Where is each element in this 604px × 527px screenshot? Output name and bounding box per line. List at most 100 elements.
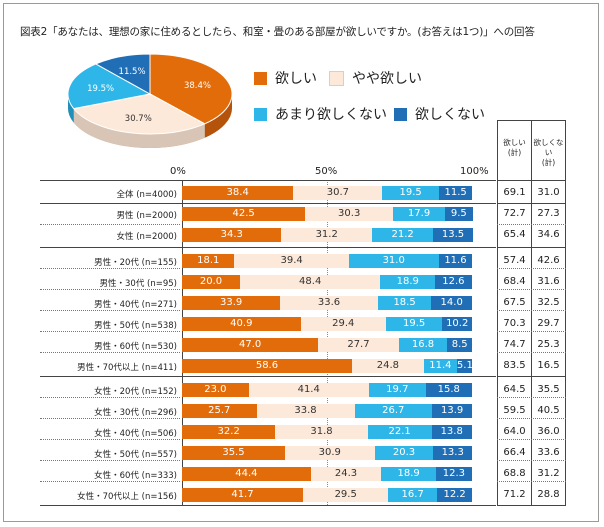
bar-value-label-want: 38.4 <box>226 187 249 198</box>
row-divider-dotted <box>40 418 180 419</box>
bar-value-label-no: 10.2 <box>446 318 469 329</box>
summary-row-divider-dotted <box>497 331 566 332</box>
bar-value-label-want: 25.7 <box>208 405 231 416</box>
bar-segment-somewhat <box>281 228 372 242</box>
bar-value-label-not-much: 17.9 <box>407 208 431 219</box>
bar-segment-not-much <box>374 446 434 460</box>
bar-segment-no <box>431 404 473 418</box>
bar-segment-somewhat <box>302 488 389 502</box>
summary-row-divider-dotted <box>497 310 566 311</box>
not-want-total-value: 32.5 <box>537 297 560 308</box>
bar-segment-want <box>182 425 276 439</box>
summary-row-divider <box>497 203 566 204</box>
category-label: 男性 (n=2000) <box>116 211 177 221</box>
bar-segment-want <box>182 446 285 460</box>
bar-value-label-no: 11.6 <box>444 255 467 266</box>
bar-value-label-want: 44.4 <box>235 468 258 479</box>
row-divider-dotted <box>40 481 180 482</box>
bar-value-label-want: 23.0 <box>204 384 227 395</box>
pie-slice-want <box>149 53 233 125</box>
legend-label-not-much: あまり欲しくない <box>275 107 387 123</box>
pie-slice-not-much <box>67 63 152 110</box>
bar-segment-no <box>456 359 472 373</box>
bar-value-label-no: 9.5 <box>450 208 467 219</box>
bar-value-label-no: 12.3 <box>442 468 465 479</box>
want-total-value: 57.4 <box>503 255 526 266</box>
bar-segment-no <box>433 228 473 242</box>
bar-segment-somewhat <box>248 383 369 397</box>
bar-segment-no <box>447 338 472 352</box>
summary-row-divider <box>497 376 566 377</box>
bar-segment-no <box>438 186 473 200</box>
bar-segment-not-much <box>423 359 457 373</box>
not-want-total-value: 31.0 <box>537 187 560 198</box>
bar-value-label-not-much: 22.1 <box>388 426 411 437</box>
legend-item-not-much: あまり欲しくない <box>254 104 387 124</box>
summary-row-divider-dotted <box>497 439 566 440</box>
want-total-value: 71.2 <box>503 489 526 500</box>
bar-segment-somewhat <box>275 425 368 439</box>
not-want-total-value: 25.3 <box>537 339 560 350</box>
bar-value-label-not-much: 18.5 <box>393 297 416 308</box>
bar-segment-somewhat <box>284 446 375 460</box>
category-label: 男性・60代 (n=530) <box>94 342 177 352</box>
bar-value-label-not-much: 18.9 <box>396 276 419 287</box>
bar-value-label-not-much: 21.2 <box>391 229 414 240</box>
summary-row-divider <box>497 180 566 181</box>
bar-segment-want <box>182 207 306 221</box>
bar-value-label-somewhat: 33.6 <box>317 297 341 308</box>
bar-segment-not-much <box>377 296 432 310</box>
bar-value-label-no: 13.8 <box>440 426 463 437</box>
category-label: 女性・70代以上 (n=156) <box>77 492 177 502</box>
bar-value-label-not-much: 16.8 <box>411 339 435 350</box>
want-total-value: 64.5 <box>503 384 526 395</box>
bar-value-label-want: 40.9 <box>230 318 253 329</box>
bar-segment-want <box>182 228 282 242</box>
bar-segment-want <box>182 383 249 397</box>
want-total-value: 74.7 <box>503 339 526 350</box>
bar-segment-want <box>182 317 301 331</box>
bar-value-label-want: 47.0 <box>239 339 262 350</box>
bar-value-label-somewhat: 24.3 <box>334 468 358 479</box>
summary-row-divider-dotted <box>497 224 566 225</box>
row-divider-dotted <box>40 460 180 461</box>
want-total-value: 64.0 <box>503 426 526 437</box>
bar-value-label-not-much: 19.7 <box>386 384 409 395</box>
bar-segment-no <box>425 383 472 397</box>
summary-row-divider-dotted <box>497 418 566 419</box>
bar-segment-not-much <box>367 425 432 439</box>
want-total-value: 59.5 <box>503 405 526 416</box>
row-divider-dotted <box>40 439 180 440</box>
category-label: 男性・40代 (n=271) <box>94 300 177 310</box>
bar-value-label-want: 58.6 <box>255 360 279 371</box>
bar-value-label-no: 8.5 <box>451 339 468 350</box>
bar-value-label-not-much: 20.3 <box>392 447 416 458</box>
pie-label-want: 38.4% <box>184 81 211 91</box>
bar-segment-not-much <box>354 404 432 418</box>
not-want-total-value: 31.6 <box>537 276 560 287</box>
bar-value-label-somewhat: 30.3 <box>338 208 361 219</box>
bar-segment-not-much <box>382 186 439 200</box>
not-want-total-value: 31.2 <box>537 468 560 479</box>
bar-segment-somewhat <box>234 254 349 268</box>
bar-value-label-somewhat: 27.7 <box>347 339 370 350</box>
legend-label-somewhat: やや欲しい <box>352 71 422 87</box>
bar-segment-not-much <box>388 488 437 502</box>
pie-label-somewhat: 30.7% <box>125 114 152 124</box>
not-want-total-value: 27.3 <box>537 208 560 219</box>
bar-segment-not-much <box>380 275 436 289</box>
legend-swatch-no <box>394 107 407 121</box>
bar-value-label-somewhat: 24.8 <box>376 360 400 371</box>
bar-segment-not-much <box>371 228 434 242</box>
row-divider-dotted <box>40 331 180 332</box>
row-divider <box>40 247 496 248</box>
pie-slice-somewhat <box>72 93 206 135</box>
bar-segment-no <box>433 446 472 460</box>
axis-tick-label: 50% <box>315 166 338 177</box>
bar-segment-somewhat <box>310 467 382 481</box>
not-want-total-value: 29.7 <box>537 318 560 329</box>
summary-column-border <box>531 120 532 505</box>
row-divider <box>40 376 496 377</box>
bar-value-label-not-much: 18.9 <box>397 468 420 479</box>
bar-value-label-no: 13.5 <box>441 229 465 240</box>
